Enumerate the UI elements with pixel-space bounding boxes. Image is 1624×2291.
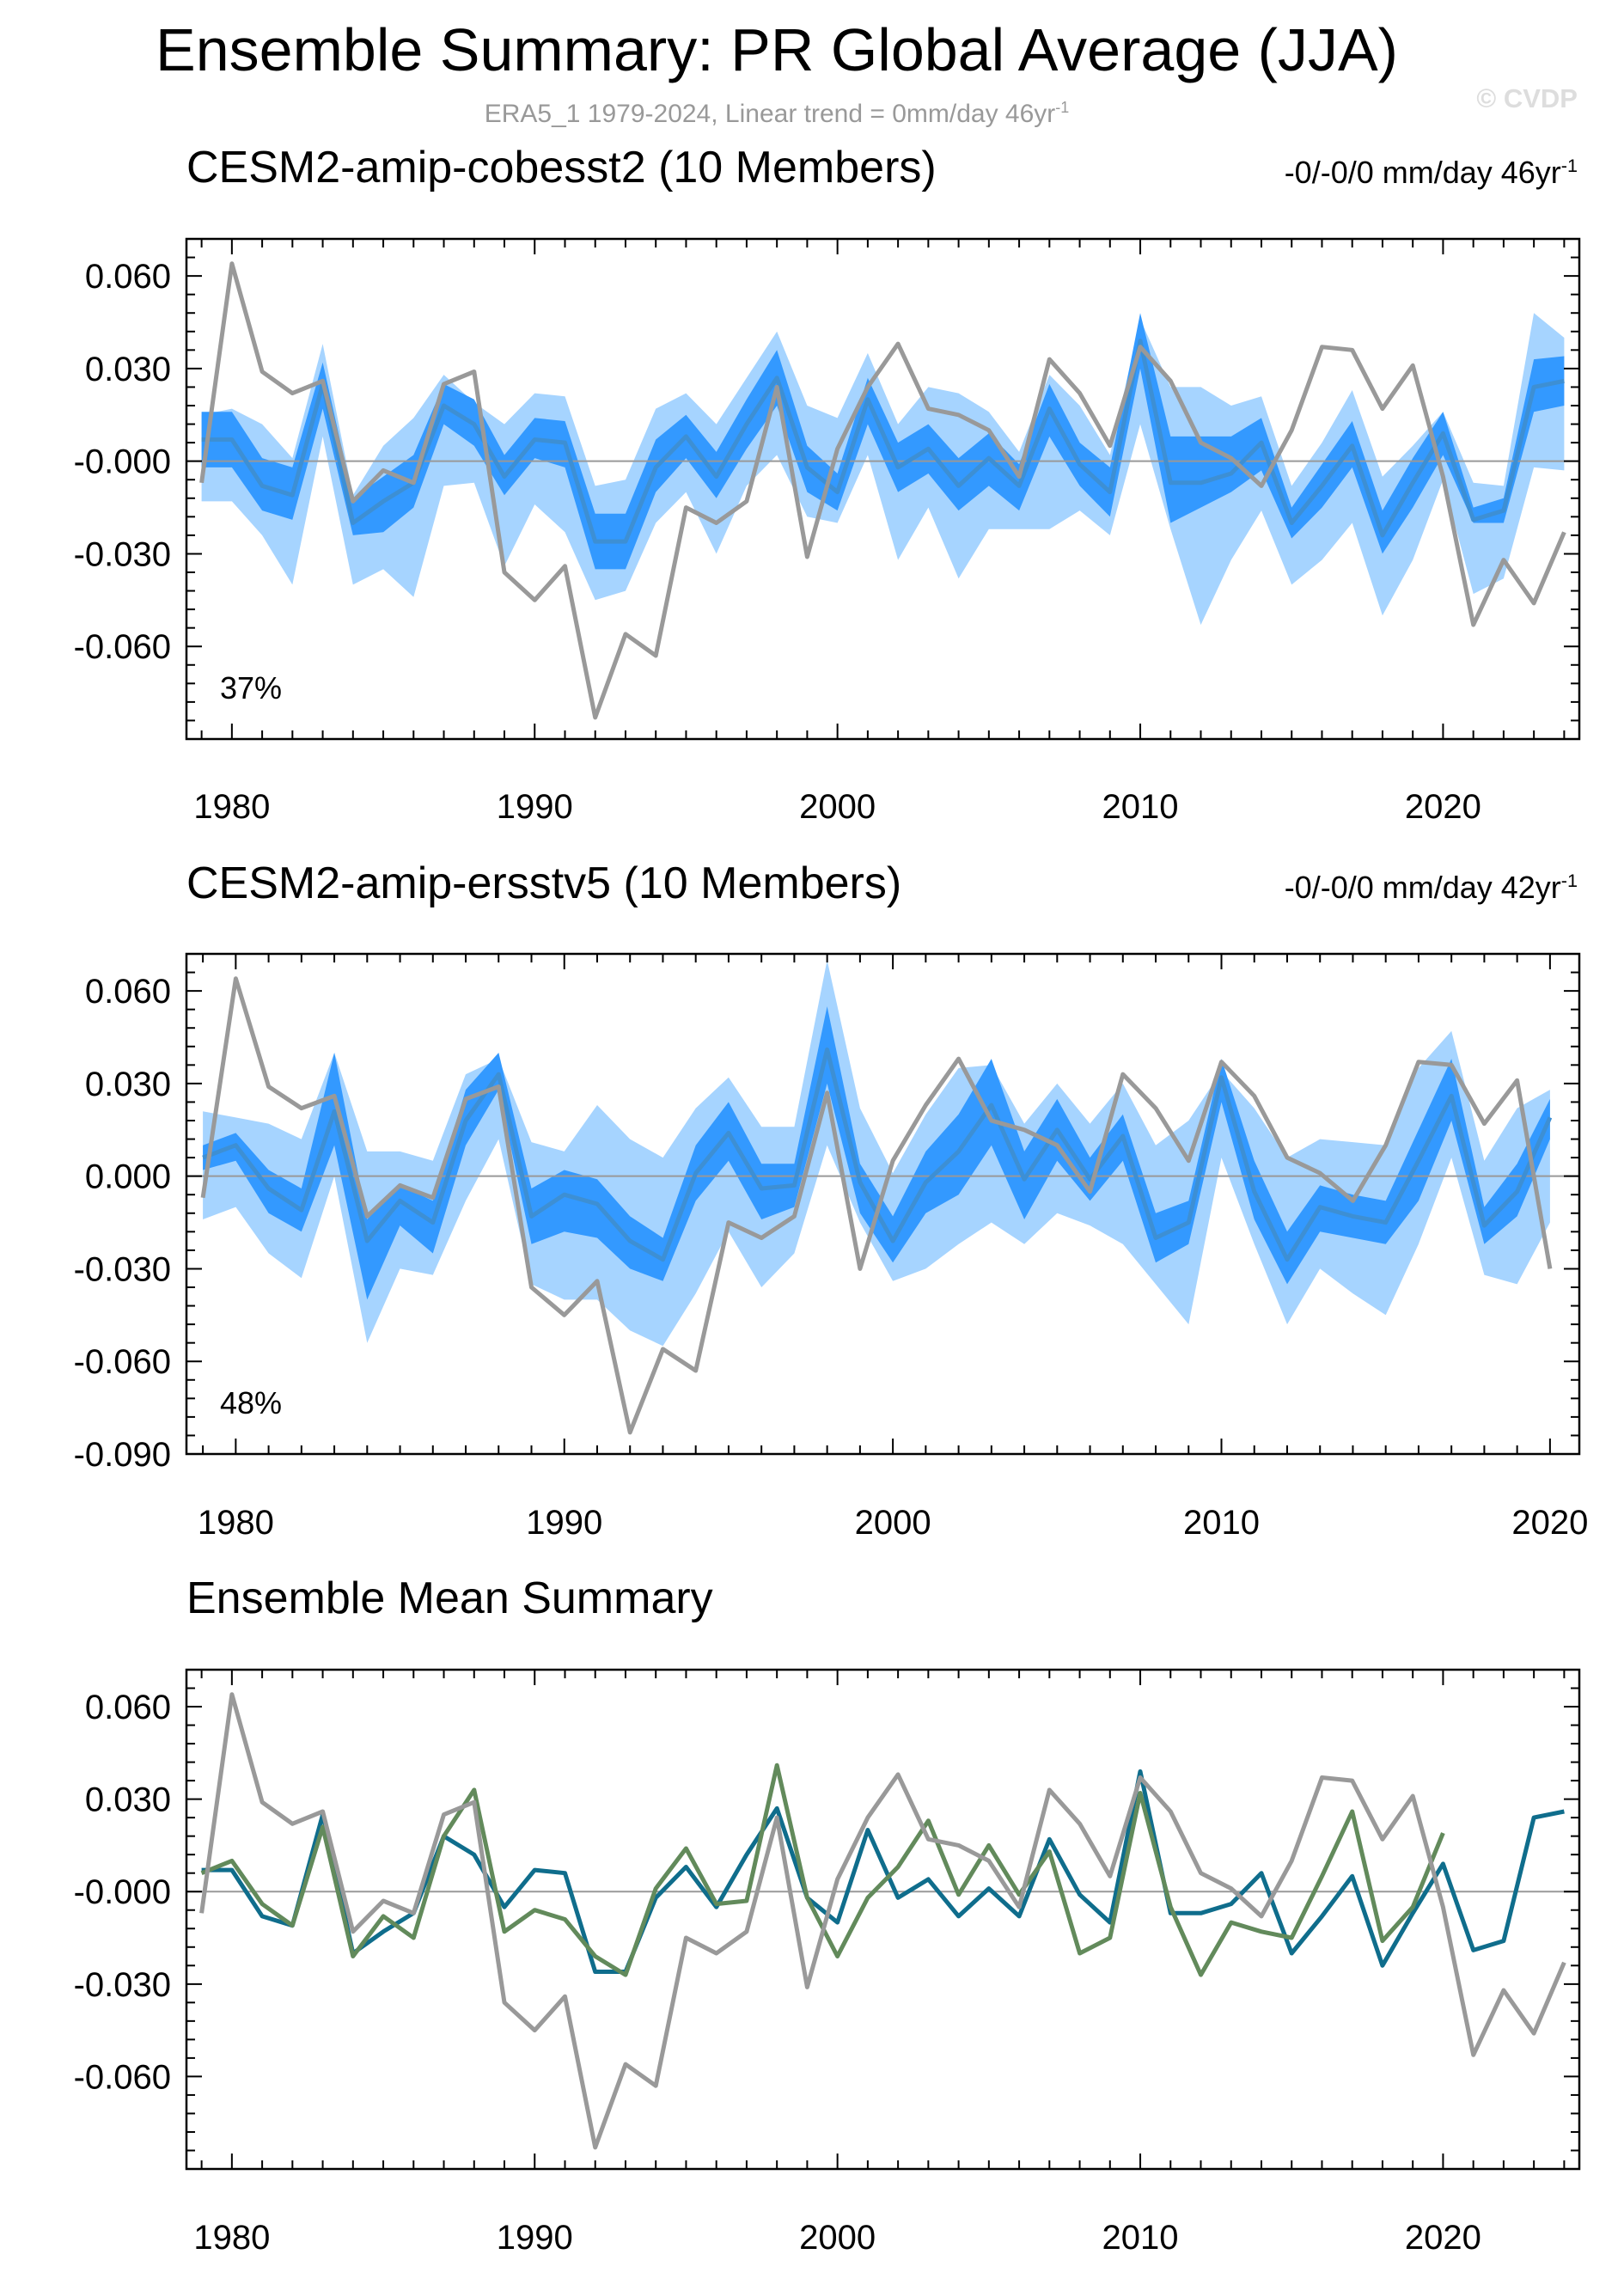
plot-frame	[185, 952, 1581, 1456]
y-tick-label: 0.030	[85, 1066, 171, 1103]
x-tick-label: 2010	[1183, 1504, 1260, 1542]
y-tick-label: 0.000	[85, 1158, 171, 1196]
chart-panel-2: 0.060 0.030 0.000 -0.030 -0.060 -0.090 1980 199…	[74, 952, 1588, 1542]
ensemble-interquartile-band	[203, 1006, 1550, 1300]
superscript: -1	[1055, 99, 1070, 116]
panel-2-title: CESM2-amip-ersstv5 (10 Members)	[186, 858, 902, 908]
superscript: -1	[1560, 155, 1578, 176]
subtitle: ERA5_1 1979-2024, Linear trend = 0mm/day…	[484, 99, 1070, 128]
chart-panel-1: 0.060 0.030 -0.000 -0.030 -0.060 1980 1990 2000…	[74, 237, 1581, 826]
main-title: Ensemble Summary: PR Global Average (JJA…	[156, 16, 1398, 83]
x-tick-label: 2000	[799, 2219, 876, 2257]
x-tick-label: 2010	[1102, 2219, 1179, 2257]
cobesst2-mean-line	[201, 1769, 1565, 1974]
y-tick-label: -0.000	[74, 1873, 171, 1911]
panel-2-trend: -0/-0/0 mm/day 42yr-1	[1284, 870, 1578, 905]
ensemble-mean-line	[201, 339, 1565, 544]
y-tick-label: -0.030	[74, 1966, 171, 2004]
y-tick-label: 0.060	[85, 258, 171, 296]
percent-annotation: 48%	[220, 1385, 282, 1420]
y-tick-label: -0.030	[74, 535, 171, 573]
x-tick-label: 2020	[1405, 788, 1481, 826]
x-tick-label: 1980	[193, 2219, 270, 2257]
x-tick-label: 1980	[193, 788, 270, 826]
x-tick-label: 2000	[855, 1504, 931, 1542]
y-tick-label: 0.060	[85, 1689, 171, 1726]
ensemble-interquartile-band	[201, 313, 1565, 570]
era5-obs-line	[200, 976, 1553, 1435]
plot-frame	[185, 237, 1581, 741]
ensemble-range-band	[203, 960, 1550, 1347]
y-tick-label: -0.030	[74, 1250, 171, 1288]
panel-1-trend: -0/-0/0 mm/day 46yr-1	[1284, 155, 1578, 190]
y-tick-label: -0.060	[74, 628, 171, 666]
y-tick-label: -0.000	[74, 443, 171, 481]
x-tick-label: 1990	[526, 1504, 602, 1542]
y-tick-label: 0.060	[85, 973, 171, 1011]
superscript: -1	[1560, 870, 1578, 891]
plot-background	[186, 1670, 1579, 2169]
y-tick-label: -0.060	[74, 1343, 171, 1381]
panel-3-title: Ensemble Mean Summary	[186, 1573, 713, 1623]
copyright-watermark: © CVDP	[1476, 83, 1578, 113]
x-tick-label: 2010	[1102, 788, 1179, 826]
x-tick-label: 2020	[1511, 1504, 1588, 1542]
x-tick-label: 1990	[497, 2219, 573, 2257]
era5-obs-line	[199, 1692, 1566, 2150]
x-tick-label: 2020	[1405, 2219, 1481, 2257]
y-tick-label: -0.090	[74, 1436, 171, 1474]
y-tick-label: -0.060	[74, 2058, 171, 2096]
y-tick-label: 0.030	[85, 1781, 171, 1819]
era5-obs-line	[199, 261, 1566, 720]
percent-annotation: 37%	[220, 670, 282, 706]
x-tick-label: 2000	[799, 788, 876, 826]
chart-panel-3: 0.060 0.030 -0.000 -0.030 -0.060 1980 1990 2000…	[74, 1668, 1581, 2257]
y-tick-label: 0.030	[85, 351, 171, 388]
panel-1-title: CESM2-amip-cobesst2 (10 Members)	[186, 143, 937, 192]
plot-frame	[185, 1668, 1581, 2171]
ensemble-range-band	[201, 313, 1565, 626]
x-tick-label: 1980	[198, 1504, 274, 1542]
x-tick-label: 1990	[497, 788, 573, 826]
